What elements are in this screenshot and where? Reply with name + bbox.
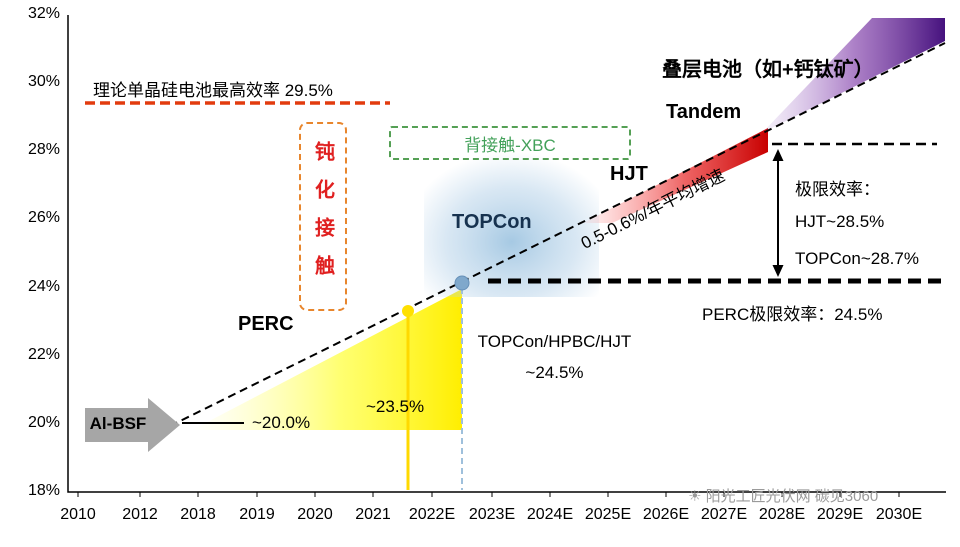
y-tick: 18%	[27, 482, 60, 499]
x-tick: 2018	[180, 506, 216, 523]
x-tick: 2026E	[642, 506, 690, 523]
albsf-label: Al-BSF	[89, 414, 147, 433]
x-tick: 2019	[239, 506, 275, 523]
x-tick: 2021	[355, 506, 391, 523]
albsf-arrow	[85, 398, 180, 452]
x-tick: 2020	[297, 506, 333, 523]
x-tick: 2012	[122, 506, 158, 523]
x-tick: 2029E	[816, 506, 864, 523]
x-tick: 2024E	[526, 506, 574, 523]
tandem-en-label: Tandem	[666, 101, 742, 123]
marker-2022e	[454, 275, 470, 490]
watermark-text: 阳光工匠光伏网 碳见3060	[705, 488, 879, 505]
albsf-value: ~20.0%	[252, 413, 311, 432]
watermark: ☀ 阳光工匠光伏网 碳见3060	[688, 485, 878, 506]
topcon-region	[424, 152, 599, 297]
passivation-contact-label: 钝化接触	[311, 140, 334, 293]
limit-topcon-label: TOPCon~28.7%	[795, 249, 919, 268]
marker-2021	[402, 305, 414, 490]
xbc-box: 背接触-XBC	[389, 126, 631, 160]
x-tick: 2010	[60, 506, 96, 523]
limit-range-arrow	[772, 149, 784, 277]
passivation-contact-box: 钝化接触	[299, 122, 347, 311]
theory-limit-label: 理论单晶硅电池最高效率 29.5%	[93, 81, 333, 100]
x-tick: 2027E	[700, 506, 748, 523]
x-tick: 2022E	[408, 506, 456, 523]
x-tick: 2030E	[875, 506, 923, 523]
topcon-label: TOPCon	[452, 211, 532, 233]
limit-hjt-label: HJT~28.5%	[795, 212, 885, 231]
y-tick: 22%	[27, 346, 60, 363]
y-tick: 30%	[27, 73, 60, 90]
axis-lines	[67, 15, 946, 493]
x-axis-ticks	[77, 492, 900, 497]
hjt-label: HJT	[610, 163, 648, 185]
perc-limit-label: PERC极限效率：24.5%	[702, 305, 883, 324]
y-tick: 20%	[27, 414, 60, 431]
sun-icon: ☀	[688, 488, 702, 505]
limit-title-label: 极限效率：	[795, 180, 880, 199]
y-tick: 28%	[27, 141, 60, 158]
xbc-label: 背接触-XBC	[464, 135, 556, 155]
x-tick: 2028E	[758, 506, 806, 523]
x-tick: 2025E	[584, 506, 632, 523]
y-tick: 26%	[27, 209, 60, 226]
perc-label: PERC	[238, 313, 294, 335]
y-tick: 32%	[27, 5, 60, 22]
point-2022-label: TOPCon/HPBC/HJT	[477, 332, 632, 351]
tandem-region	[762, 18, 945, 133]
point-2022-value: ~24.5%	[525, 363, 584, 382]
perc-region	[192, 289, 462, 430]
trend-line	[169, 42, 946, 427]
y-tick: 24%	[27, 278, 60, 295]
tandem-cn-label: 叠层电池（如+钙钛矿）	[662, 59, 874, 81]
point-2021-value: ~23.5%	[366, 397, 425, 416]
x-tick: 2023E	[468, 506, 516, 523]
